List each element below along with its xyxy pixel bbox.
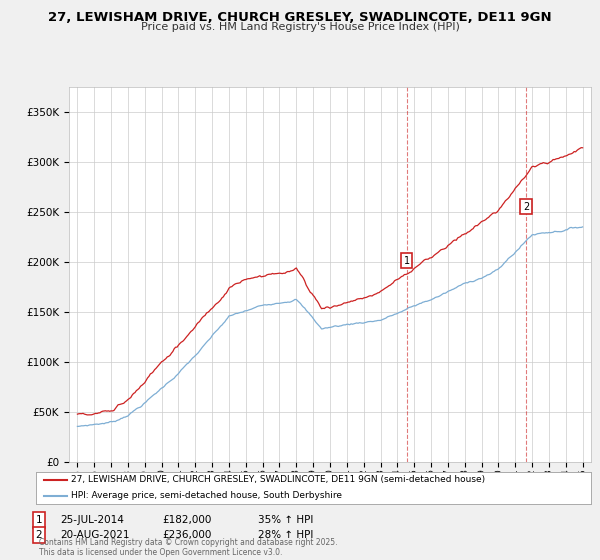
Text: 20-AUG-2021: 20-AUG-2021 bbox=[60, 530, 130, 540]
Text: £182,000: £182,000 bbox=[162, 515, 211, 525]
Text: 1: 1 bbox=[404, 256, 410, 266]
Text: £236,000: £236,000 bbox=[162, 530, 211, 540]
Text: 27, LEWISHAM DRIVE, CHURCH GRESLEY, SWADLINCOTE, DE11 9GN (semi-detached house): 27, LEWISHAM DRIVE, CHURCH GRESLEY, SWAD… bbox=[71, 475, 485, 484]
Text: Contains HM Land Registry data © Crown copyright and database right 2025.
This d: Contains HM Land Registry data © Crown c… bbox=[39, 538, 337, 557]
Text: 2: 2 bbox=[523, 202, 529, 212]
Text: 35% ↑ HPI: 35% ↑ HPI bbox=[258, 515, 313, 525]
Text: 25-JUL-2014: 25-JUL-2014 bbox=[60, 515, 124, 525]
Text: 1: 1 bbox=[35, 515, 43, 525]
Text: 2: 2 bbox=[35, 530, 43, 540]
Text: Price paid vs. HM Land Registry's House Price Index (HPI): Price paid vs. HM Land Registry's House … bbox=[140, 22, 460, 32]
Text: HPI: Average price, semi-detached house, South Derbyshire: HPI: Average price, semi-detached house,… bbox=[71, 491, 342, 501]
Text: 28% ↑ HPI: 28% ↑ HPI bbox=[258, 530, 313, 540]
Text: 27, LEWISHAM DRIVE, CHURCH GRESLEY, SWADLINCOTE, DE11 9GN: 27, LEWISHAM DRIVE, CHURCH GRESLEY, SWAD… bbox=[48, 11, 552, 24]
